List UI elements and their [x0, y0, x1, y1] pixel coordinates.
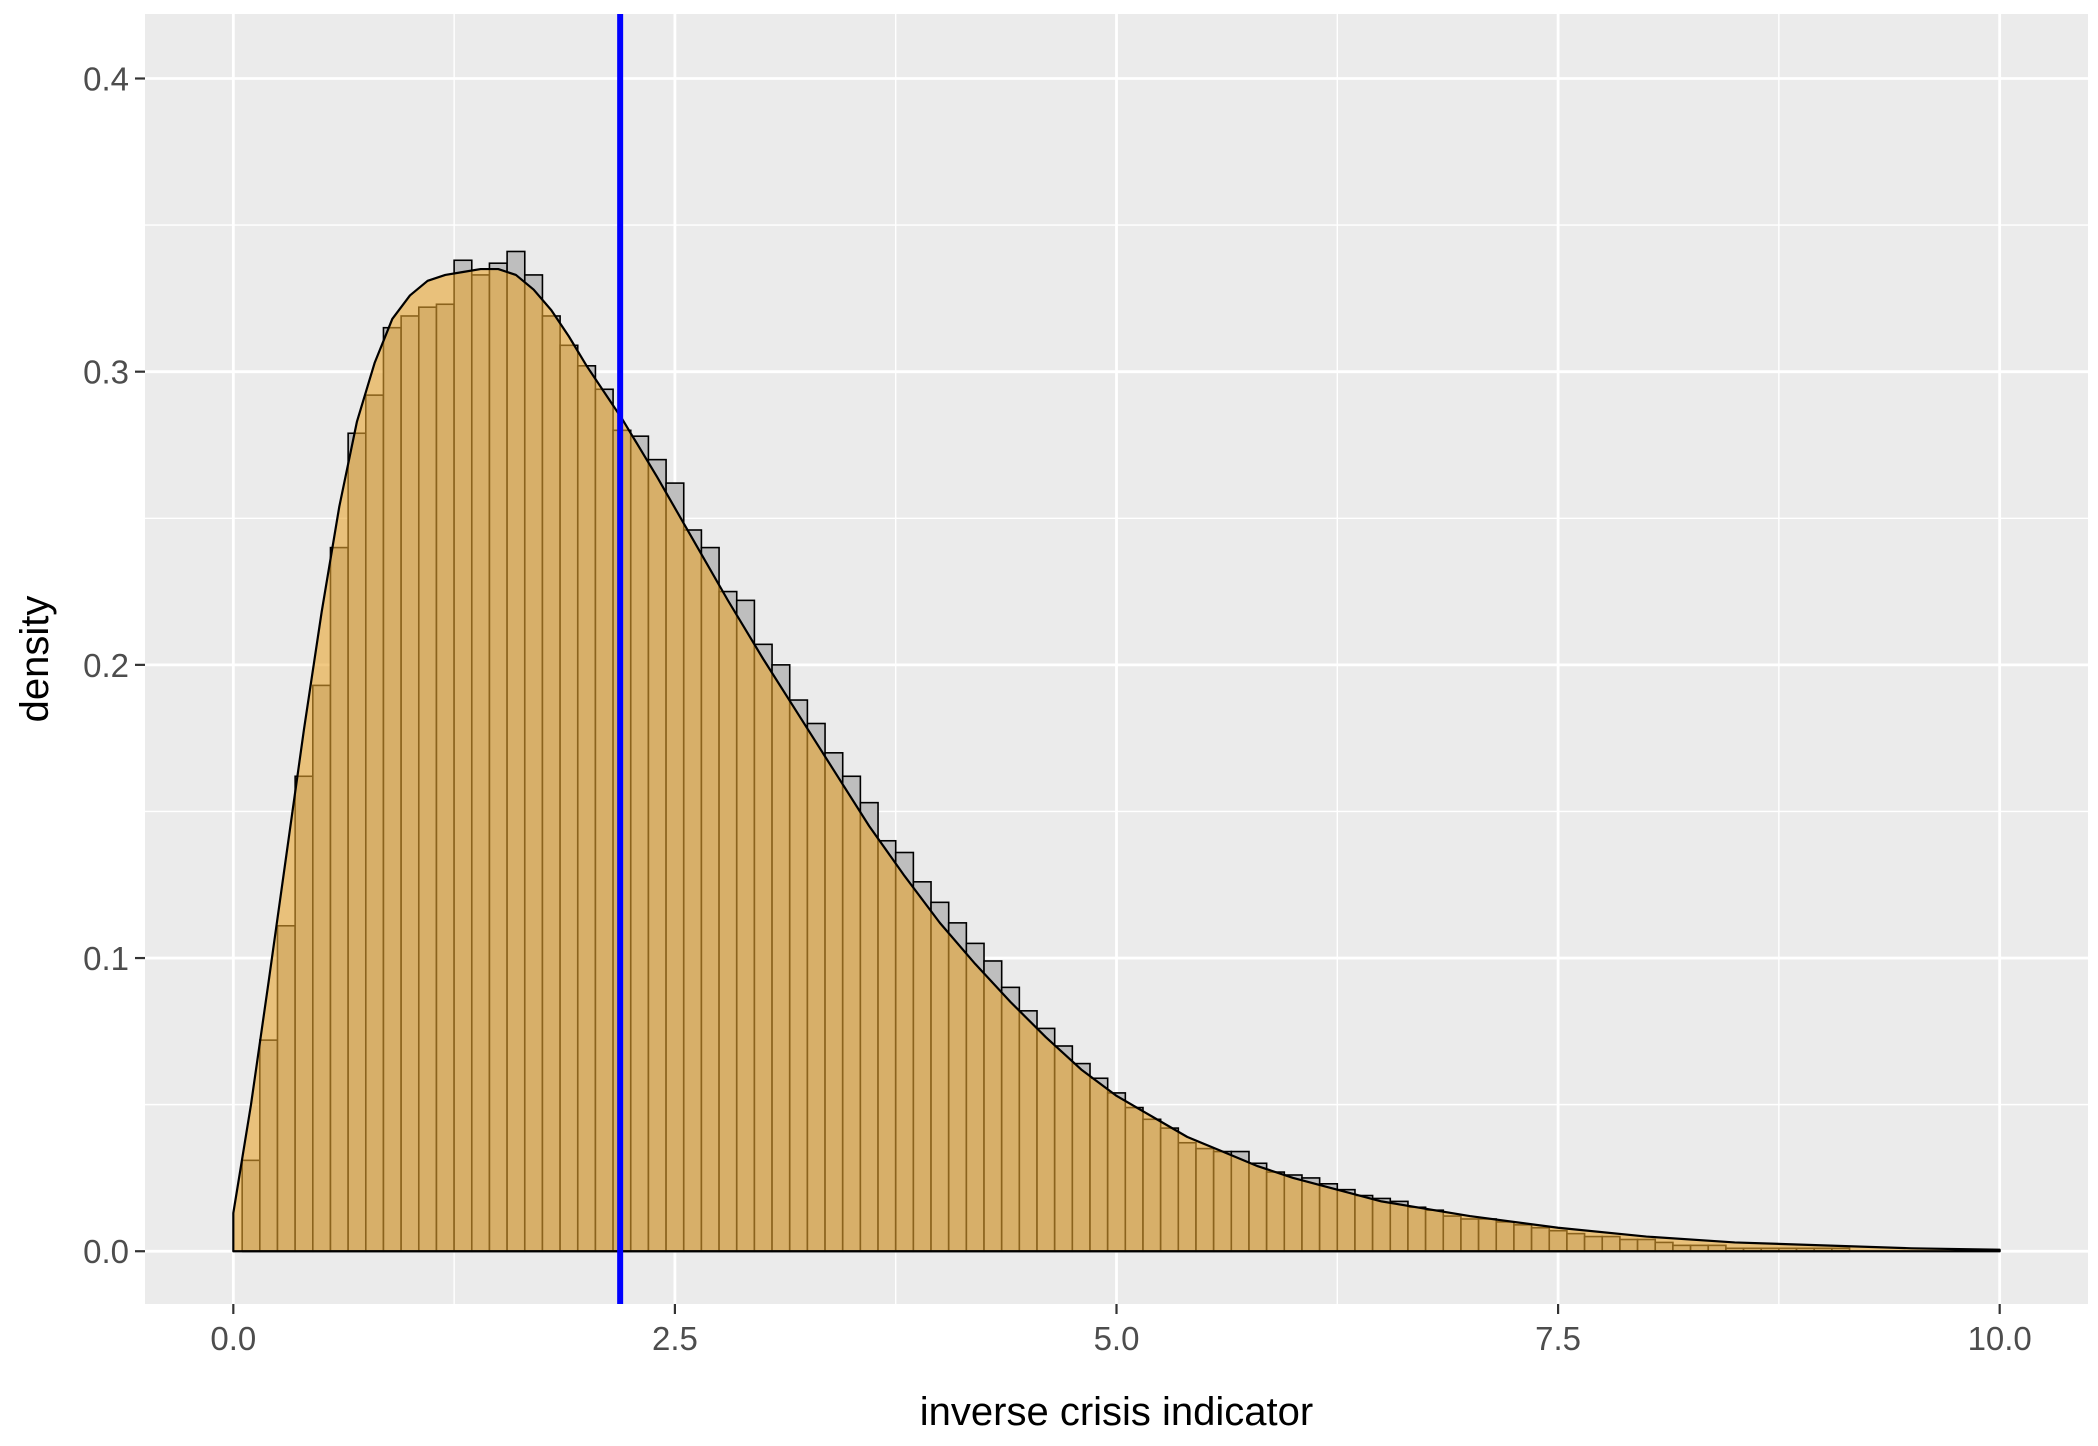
y-tick-label: 0.1: [83, 940, 129, 977]
x-tick-label: 2.5: [652, 1320, 698, 1357]
density-area: [232, 267, 2001, 1253]
y-tick-label: 0.3: [83, 354, 129, 391]
y-axis-title: density: [13, 596, 57, 723]
y-tick-label: 0.0: [83, 1233, 129, 1270]
x-tick-label: 5.0: [1094, 1320, 1140, 1357]
x-tick-label: 10.0: [1968, 1320, 2032, 1357]
x-tick-label: 7.5: [1535, 1320, 1581, 1357]
y-tick-label: 0.4: [83, 61, 129, 98]
y-tick-label: 0.2: [83, 647, 129, 684]
y-axis-ticks: 0.0 0.1 0.2 0.3 0.4: [83, 61, 145, 1270]
x-tick-label: 0.0: [210, 1320, 256, 1357]
x-axis-title: inverse crisis indicator: [920, 1390, 1313, 1434]
x-axis-ticks: 0.0 2.5 5.0 7.5 10.0: [210, 1304, 2032, 1357]
